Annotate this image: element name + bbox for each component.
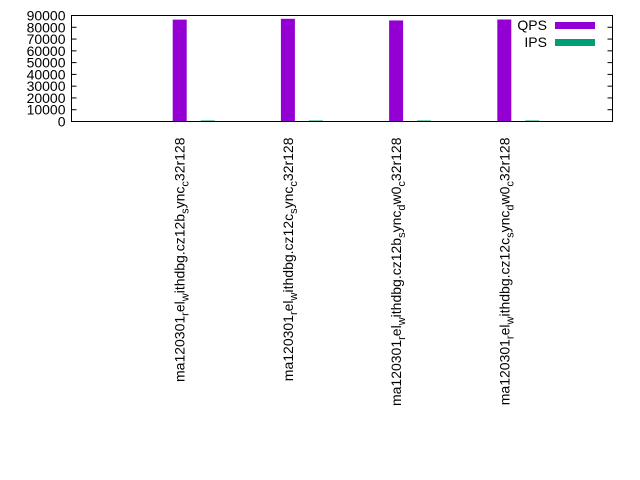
x-category-label-part: s bbox=[396, 232, 408, 238]
x-category-label-part: r bbox=[396, 336, 408, 340]
bar-qps bbox=[280, 18, 295, 122]
x-category-label-part: w bbox=[504, 316, 516, 325]
x-category-label-part: ma120301 bbox=[172, 316, 188, 382]
x-category-label-part: ithdbg.cz12c bbox=[496, 238, 512, 317]
plot-frame bbox=[71, 15, 613, 122]
y-tick-label: 30000 bbox=[27, 78, 66, 94]
y-tick-label: 80000 bbox=[27, 19, 66, 35]
bars bbox=[172, 18, 540, 122]
x-category-label-part: el bbox=[496, 324, 512, 335]
x-category-label-part: s bbox=[288, 208, 300, 214]
x-category-label-part: w bbox=[288, 292, 300, 301]
x-category-label-part: ync bbox=[280, 187, 296, 209]
x-category-label-part: 32r128 bbox=[388, 137, 404, 181]
x-category-label: ma120301relwithdbg.cz12bsyncc32r128 bbox=[172, 137, 192, 382]
legend-swatch-ips bbox=[555, 39, 595, 46]
x-category-label-part: ithdbg.cz12b bbox=[172, 214, 188, 294]
legend-label-qps: QPS bbox=[517, 17, 547, 33]
x-category-label-part: r bbox=[180, 312, 192, 316]
x-category-label-part: ync bbox=[172, 187, 188, 209]
x-category-label-part: ma120301 bbox=[496, 339, 512, 405]
x-category-label-part: d bbox=[396, 205, 408, 211]
x-category-label-part: el bbox=[388, 325, 404, 336]
x-category-label-part: s bbox=[180, 208, 192, 214]
x-category-label-part: el bbox=[280, 300, 296, 311]
x-category-label-part: w bbox=[180, 293, 192, 302]
bar-qps bbox=[497, 19, 512, 122]
y-tick-label: 0 bbox=[58, 114, 66, 130]
x-axis-labels: ma120301relwithdbg.cz12bsyncc32r128ma120… bbox=[172, 137, 517, 406]
x-category-label: ma120301relwithdbg.cz12csyncc32r128 bbox=[280, 137, 300, 381]
x-category-label-part: s bbox=[504, 232, 516, 238]
x-category-label-part: c bbox=[504, 181, 516, 187]
y-tick-label: 10000 bbox=[27, 102, 66, 118]
legend-swatch-qps bbox=[555, 22, 595, 29]
legend-label-ips: IPS bbox=[524, 34, 547, 50]
x-category-label-part: 32r128 bbox=[496, 137, 512, 181]
y-tick-label: 60000 bbox=[27, 43, 66, 59]
x-category-label-part: el bbox=[172, 301, 188, 312]
y-tick-label: 70000 bbox=[27, 31, 66, 47]
x-category-label-part: ma120301 bbox=[388, 340, 404, 406]
x-category-label-part: w bbox=[396, 317, 408, 326]
y-tick-label: 90000 bbox=[27, 8, 66, 24]
bar-qps bbox=[389, 20, 404, 122]
x-category-label-part: 32r128 bbox=[280, 137, 296, 181]
x-category-label-part: d bbox=[504, 205, 516, 211]
x-category-label-part: ync bbox=[496, 211, 512, 233]
x-category-label-part: ithdbg.cz12c bbox=[280, 214, 296, 293]
x-category-label-part: r bbox=[288, 311, 300, 315]
x-category-label: ma120301relwithdbg.cz12csyncdw0c32r128 bbox=[496, 137, 516, 405]
x-category-label: ma120301relwithdbg.cz12bsyncdw0c32r128 bbox=[388, 137, 408, 406]
bar-qps bbox=[172, 19, 187, 122]
x-category-label-part: ma120301 bbox=[280, 315, 296, 381]
y-tick-label: 50000 bbox=[27, 55, 66, 71]
x-category-label-part: ithdbg.cz12b bbox=[388, 238, 404, 318]
x-category-label-part: w0 bbox=[496, 186, 512, 205]
x-category-label-part: r bbox=[504, 335, 516, 339]
y-tick-label: 20000 bbox=[27, 90, 66, 106]
x-category-label-part: c bbox=[396, 181, 408, 187]
y-axis: 0100002000030000400005000060000700008000… bbox=[27, 8, 613, 130]
x-category-label-part: c bbox=[288, 181, 300, 187]
y-tick-label: 40000 bbox=[27, 66, 66, 82]
x-category-label-part: c bbox=[180, 181, 192, 187]
x-category-label-part: ync bbox=[388, 211, 404, 233]
x-category-label-part: 32r128 bbox=[172, 137, 188, 181]
x-category-label-part: w0 bbox=[388, 186, 404, 205]
